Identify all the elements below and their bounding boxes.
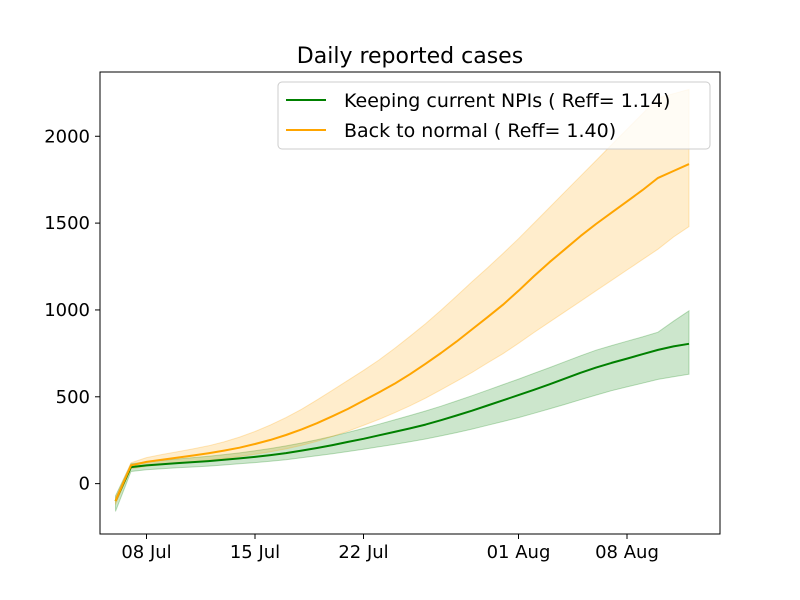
legend-box [277,81,711,150]
y-tick-label: 1000 [44,300,90,321]
legend-label-back-to-normal: Back to normal ( Reff= 1.40) [344,120,616,142]
x-tick-label: 08 Aug [595,542,659,563]
y-tick-label: 2000 [44,126,90,147]
x-tick-label: 15 Jul [230,542,280,563]
y-tick-label: 0 [79,474,90,495]
plot-frame [99,71,721,535]
x-axis: 08 Jul 15 Jul 22 Jul 01 Aug 08 Aug [121,534,659,563]
legend-label-keeping-current-npis: Keeping current NPIs ( Reff= 1.14) [344,90,670,112]
x-tick-label: 08 Jul [121,542,171,563]
chart-title: Daily reported cases [297,44,523,69]
series-1-band [115,309,690,512]
series-1-line [114,342,690,502]
x-tick-label: 22 Jul [338,542,388,563]
legend: Keeping current NPIs ( Reff= 1.14) Back t… [277,81,711,150]
x-tick-label: 01 Aug [487,542,551,563]
y-axis: 0 500 1000 1500 2000 [44,126,100,495]
y-tick-label: 1500 [44,213,90,234]
plot-area [114,88,690,512]
y-tick-label: 500 [56,387,90,408]
series-2-line [114,163,690,502]
